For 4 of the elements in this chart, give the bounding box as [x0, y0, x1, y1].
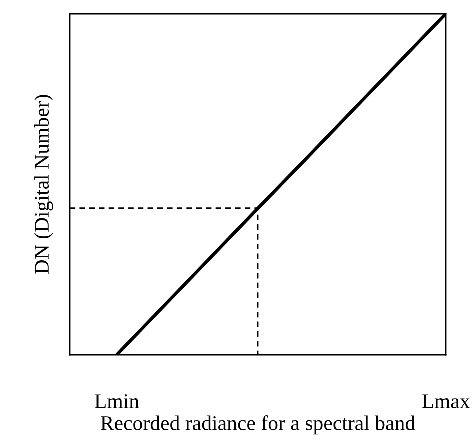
- x-tick-label: Lmin: [95, 394, 140, 408]
- x-tick-label: Lmax: [422, 394, 470, 409]
- x-axis-title: Recorded radiance for a spectral band: [100, 416, 416, 435]
- y-axis-title: DN (Digital Number): [34, 95, 54, 274]
